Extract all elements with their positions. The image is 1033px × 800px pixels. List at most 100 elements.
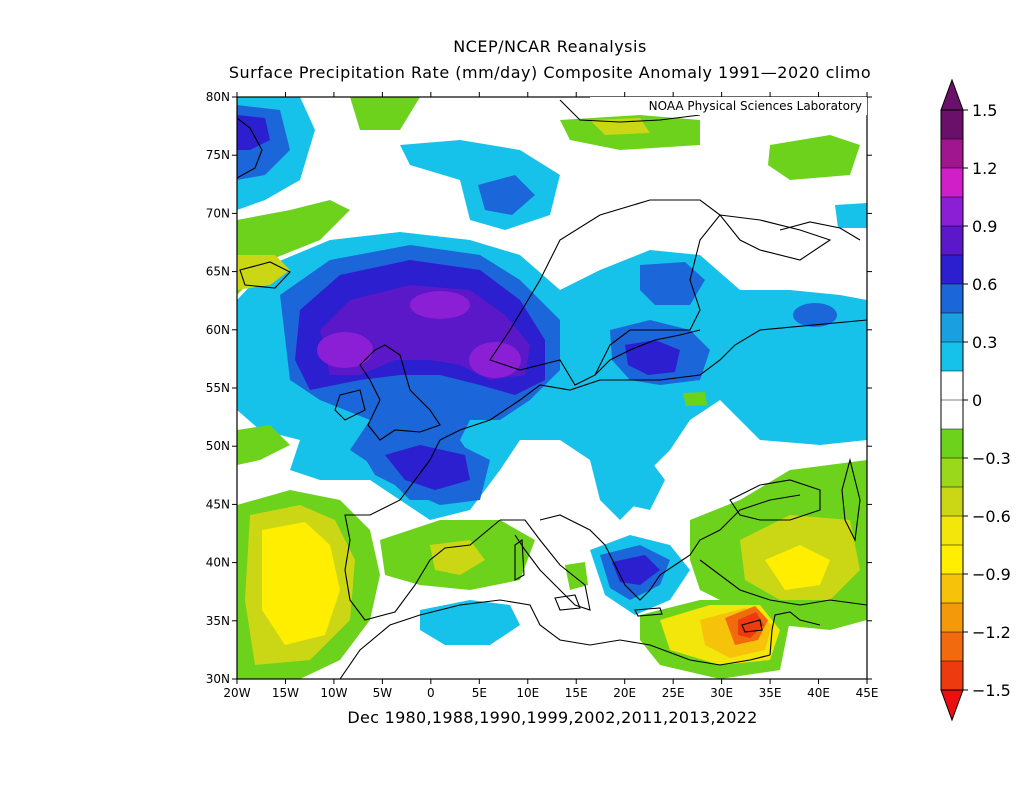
lat-label: 50N	[206, 439, 230, 453]
composite-years: Dec 1980,1988,1990,1999,2002,2011,2013,2…	[347, 708, 758, 727]
anomaly-max-norway-sea	[410, 291, 470, 319]
colorbar-swatch	[941, 400, 963, 430]
colorbar-swatch	[941, 197, 963, 227]
lat-label: 40N	[206, 556, 230, 570]
colorbar-swatch	[941, 545, 963, 575]
anomaly-wet-russia	[793, 303, 837, 327]
colorbar-label: 0	[972, 391, 982, 410]
lat-label: 70N	[206, 206, 230, 220]
colorbar-swatch	[941, 458, 963, 488]
colorbar-swatch	[941, 168, 963, 198]
lon-label: 0	[427, 686, 435, 700]
coast-kola	[718, 214, 832, 261]
lat-label: 65N	[206, 265, 230, 279]
lon-label: 20E	[613, 686, 636, 700]
lon-label: 35E	[759, 686, 782, 700]
lat-label: 30N	[206, 672, 230, 686]
anomaly-wet-france-dark	[385, 445, 470, 490]
lon-label: 20W	[223, 686, 250, 700]
anomaly-dry-turkey-core	[765, 545, 830, 590]
lon-label: 10W	[320, 686, 347, 700]
colorbar-swatch	[941, 603, 963, 633]
anomaly-wet-finland	[640, 262, 705, 305]
lon-label: 10E	[516, 686, 539, 700]
anomaly-dry-svalbard-yellow	[590, 118, 650, 135]
colorbar-label: −0.3	[972, 449, 1011, 468]
coast-italy	[500, 514, 606, 611]
colorbar-label: 1.2	[972, 159, 997, 178]
colorbar-label: 0.6	[972, 275, 997, 294]
anomaly-wet-africa	[420, 600, 520, 645]
lon-label: 15W	[272, 686, 299, 700]
chart-subtitle: Surface Precipitation Rate (mm/day) Comp…	[228, 63, 872, 82]
anomaly-wet-baltic-dark	[625, 340, 680, 375]
anomaly-wet-barents	[835, 203, 867, 228]
lat-label: 60N	[206, 323, 230, 337]
colorbar-swatch	[941, 226, 963, 256]
lon-label: 45E	[856, 686, 879, 700]
colorbar-swatch	[941, 255, 963, 285]
lat-label: 35N	[206, 614, 230, 628]
colorbar-bottom-arrow	[940, 689, 964, 722]
colorbar-swatch	[941, 342, 963, 372]
colorbar-label: −1.5	[972, 681, 1011, 700]
coast-black-sea	[729, 479, 821, 521]
colorbar-label: −1.2	[972, 623, 1011, 642]
anomaly-max-scotland	[317, 332, 373, 368]
coast-cyprus	[741, 619, 763, 633]
coast-scandinavia	[489, 199, 721, 386]
lat-label: 80N	[206, 90, 230, 104]
colorbar-swatch	[941, 284, 963, 314]
anomaly-dry-arctic	[350, 97, 420, 130]
colorbar-swatch	[941, 632, 963, 662]
anomaly-dry-kara	[768, 135, 860, 180]
colorbar-swatch	[941, 313, 963, 343]
coast-crete	[634, 607, 663, 617]
colorbar-swatch	[941, 661, 963, 691]
lat-label: 75N	[206, 148, 230, 162]
lat-label: 45N	[206, 497, 230, 511]
colorbar-swatch	[941, 574, 963, 604]
colorbar-top-arrow	[940, 78, 964, 111]
longitude-axis: 20W 15W 10W 5W 0 5E 10E 15E 20E 25E 30E 35E 40E 45E	[223, 92, 878, 700]
colorbar-swatch	[941, 429, 963, 459]
coast-britain	[359, 344, 441, 441]
coast-levant	[769, 611, 821, 656]
lon-label: 15E	[565, 686, 588, 700]
colorbar-swatch	[941, 371, 963, 401]
colorbar-swatch	[941, 516, 963, 546]
lon-label: 40E	[807, 686, 830, 700]
coast-balkans-greece	[604, 494, 801, 601]
lat-label: 55N	[206, 381, 230, 395]
anomaly-field	[237, 97, 867, 679]
colorbar-labels: 1.5 1.2 0.9 0.6 0.3 0 −0.3 −0.6 −0.9 −1.2 −1.5	[963, 101, 1011, 700]
colorbar	[940, 78, 964, 722]
lon-label: 5E	[472, 686, 487, 700]
colorbar-label: 0.3	[972, 333, 997, 352]
colorbar-swatch	[941, 487, 963, 517]
credit-background	[590, 97, 867, 115]
anomaly-dry-iberia-core	[262, 522, 340, 645]
colorbar-swatch	[941, 110, 963, 140]
coast-turkey	[699, 559, 867, 606]
lon-label: 25E	[662, 686, 685, 700]
coast-sicily	[554, 594, 581, 611]
coast-greenland	[237, 117, 263, 179]
anomaly-max-north-sea	[469, 342, 521, 378]
colorbar-label: −0.6	[972, 507, 1011, 526]
colorbar-label: 1.5	[972, 101, 997, 120]
lon-label: 5W	[373, 686, 393, 700]
coast-caspian	[841, 457, 861, 542]
anomaly-dry-iceland-yellow	[237, 255, 290, 290]
colorbar-swatch	[941, 139, 963, 169]
coast-sardinia-corsica	[514, 538, 525, 581]
coast-europe-continent	[439, 319, 867, 441]
coastlines	[237, 99, 867, 679]
coast-iceland	[239, 261, 291, 289]
coast-baltic	[594, 329, 701, 376]
coast-novaya-zemlya	[779, 221, 861, 241]
colorbar-label: −0.9	[972, 565, 1011, 584]
chart-title: NCEP/NCAR Reanalysis	[453, 37, 647, 56]
credit-label: NOAA Physical Sciences Laboratory	[649, 99, 862, 113]
